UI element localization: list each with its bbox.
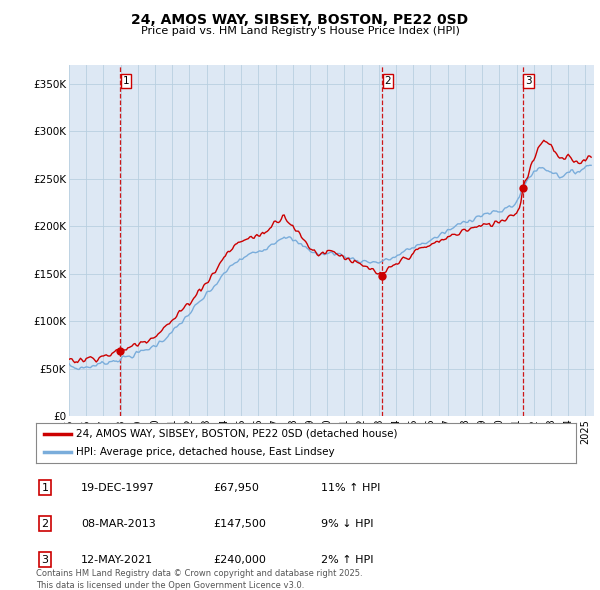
Text: 1: 1	[41, 483, 49, 493]
Text: 3: 3	[41, 555, 49, 565]
Text: Contains HM Land Registry data © Crown copyright and database right 2025.
This d: Contains HM Land Registry data © Crown c…	[36, 569, 362, 590]
Text: 24, AMOS WAY, SIBSEY, BOSTON, PE22 0SD (detached house): 24, AMOS WAY, SIBSEY, BOSTON, PE22 0SD (…	[77, 429, 398, 439]
Text: 9% ↓ HPI: 9% ↓ HPI	[321, 519, 373, 529]
Text: 19-DEC-1997: 19-DEC-1997	[81, 483, 155, 493]
Text: 2: 2	[41, 519, 49, 529]
Text: 11% ↑ HPI: 11% ↑ HPI	[321, 483, 380, 493]
Text: £67,950: £67,950	[213, 483, 259, 493]
Text: 2: 2	[385, 76, 391, 86]
Text: 2% ↑ HPI: 2% ↑ HPI	[321, 555, 373, 565]
Text: 08-MAR-2013: 08-MAR-2013	[81, 519, 156, 529]
Text: HPI: Average price, detached house, East Lindsey: HPI: Average price, detached house, East…	[77, 447, 335, 457]
Text: Price paid vs. HM Land Registry's House Price Index (HPI): Price paid vs. HM Land Registry's House …	[140, 26, 460, 35]
Text: £147,500: £147,500	[213, 519, 266, 529]
Text: 3: 3	[526, 76, 532, 86]
Text: 12-MAY-2021: 12-MAY-2021	[81, 555, 153, 565]
Text: £240,000: £240,000	[213, 555, 266, 565]
Text: 24, AMOS WAY, SIBSEY, BOSTON, PE22 0SD: 24, AMOS WAY, SIBSEY, BOSTON, PE22 0SD	[131, 13, 469, 27]
Text: 1: 1	[122, 76, 129, 86]
